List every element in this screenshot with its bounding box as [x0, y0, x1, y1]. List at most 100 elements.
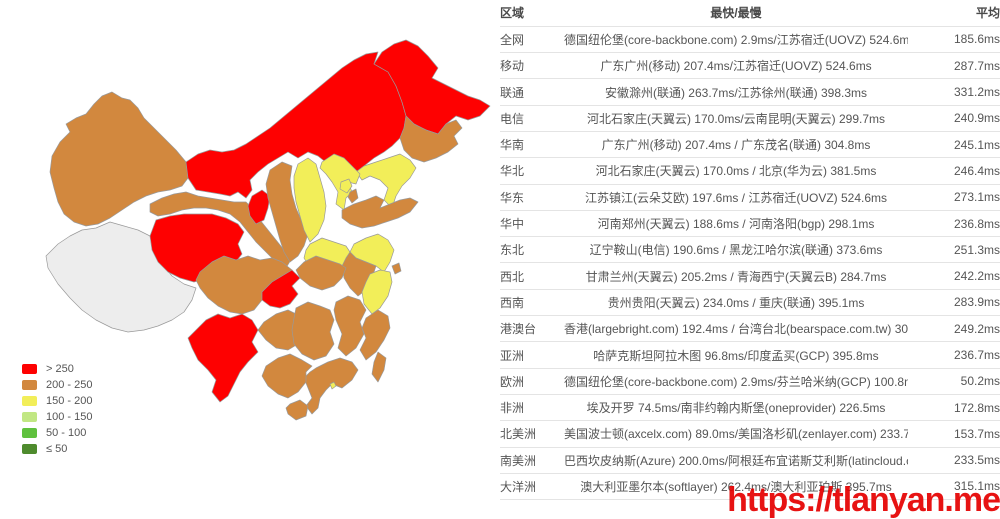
china-map-svg: [45, 39, 491, 421]
table-row: 大洋洲 澳大利亚墨尔本(softlayer) 262.4ms/澳大利亚珀斯 395…: [500, 473, 1000, 501]
legend-label: 200 - 250: [46, 378, 93, 391]
table-header-row: 区域 最快/最慢 平均: [500, 0, 1000, 27]
cell-average: 172.8ms: [908, 394, 1000, 422]
province-yunnan[interactable]: [187, 313, 259, 403]
cell-average: 185.6ms: [908, 26, 1000, 54]
cell-region: 非洲: [500, 394, 564, 422]
legend-swatch: [22, 380, 37, 390]
province-tianjin[interactable]: [347, 188, 359, 204]
province-hongkong[interactable]: [329, 381, 337, 390]
china-latency-map: > 250 200 - 250 150 - 200 100 - 150 50 - 100…: [22, 39, 491, 457]
header-region: 区域: [500, 0, 564, 27]
cell-fastest-slowest: 香港(largebright.com) 192.4ms / 台湾台北(bears…: [564, 315, 908, 343]
province-chongqing[interactable]: [261, 269, 301, 309]
cell-fastest-slowest: 澳大利亚墨尔本(softlayer) 262.4ms/澳大利亚珀斯 395.7m…: [564, 473, 908, 501]
table-row: 港澳台 香港(largebright.com) 192.4ms / 台湾台北(be…: [500, 315, 1000, 343]
province-jiangxi[interactable]: [333, 295, 367, 357]
province-shaanxi[interactable]: [265, 161, 309, 263]
cell-region: 移动: [500, 52, 564, 80]
table-row: 华东 江苏镇江(云朵艾欧) 197.6ms / 江苏宿迁(UOVZ) 524.6m…: [500, 184, 1000, 211]
table-row: 亚洲 哈萨克斯坦阿拉木图 96.8ms/印度孟买(GCP) 395.8ms 236.…: [500, 341, 1000, 369]
legend-swatch: [22, 428, 37, 438]
cell-region: 大洋洲: [500, 473, 564, 501]
province-zhejiang[interactable]: [361, 269, 393, 315]
cell-region: 电信: [500, 105, 564, 132]
map-legend: > 250 200 - 250 150 - 200 100 - 150 50 - 100…: [22, 361, 92, 457]
cell-fastest-slowest: 德国纽伦堡(core-backbone.com) 2.9ms/江苏宿迁(UOVZ…: [564, 26, 908, 54]
cell-region: 亚洲: [500, 341, 564, 369]
cell-average: 50.2ms: [908, 368, 1000, 395]
cell-average: 246.4ms: [908, 157, 1000, 185]
cell-fastest-slowest: 哈萨克斯坦阿拉木图 96.8ms/印度孟买(GCP) 395.8ms: [564, 341, 908, 369]
province-taiwan[interactable]: [371, 351, 387, 383]
table-row: 南美洲 巴西坎皮纳斯(Azure) 200.0ms/阿根廷布宜诺斯艾利斯(lati…: [500, 447, 1000, 474]
cell-region: 全网: [500, 26, 564, 54]
cell-average: 242.2ms: [908, 262, 1000, 290]
cell-average: 233.5ms: [908, 447, 1000, 474]
table-row: 东北 辽宁鞍山(电信) 190.6ms / 黑龙江哈尔滨(联通) 373.6ms 2…: [500, 236, 1000, 264]
cell-fastest-slowest: 河北石家庄(天翼云) 170.0ms / 北京(华为云) 381.5ms: [564, 157, 908, 185]
cell-region: 华南: [500, 131, 564, 159]
latency-table: 区域 最快/最慢 平均 全网 德国纽伦堡(core-backbone.com) 2…: [500, 0, 1000, 501]
cell-fastest-slowest: 德国纽伦堡(core-backbone.com) 2.9ms/芬兰哈米纳(GCP…: [564, 368, 908, 395]
legend-swatch: [22, 444, 37, 454]
table-row: 移动 广东广州(移动) 207.4ms/江苏宿迁(UOVZ) 524.6ms 287…: [500, 52, 1000, 80]
cell-region: 南美洲: [500, 447, 564, 474]
header-fastest-slowest: 最快/最慢: [564, 0, 908, 27]
table-row: 联通 安徽滁州(联通) 263.7ms/江苏徐州(联通) 398.3ms 331.2…: [500, 78, 1000, 106]
table-row: 欧洲 德国纽伦堡(core-backbone.com) 2.9ms/芬兰哈米纳(G…: [500, 368, 1000, 395]
legend-item-4: 50 - 100: [22, 425, 92, 441]
cell-average: 236.7ms: [908, 341, 1000, 369]
province-shandong[interactable]: [341, 195, 419, 229]
cell-fastest-slowest: 美国波士顿(axcelx.com) 89.0ms/美国洛杉矶(zenlayer.…: [564, 420, 908, 448]
province-xinjiang[interactable]: [49, 91, 189, 227]
province-fujian[interactable]: [359, 309, 391, 361]
province-shanghai[interactable]: [391, 262, 402, 275]
cell-fastest-slowest: 甘肃兰州(天翼云) 205.2ms / 青海西宁(天翼云B) 284.7ms: [564, 262, 908, 290]
province-ningxia[interactable]: [247, 189, 271, 225]
cell-average: 245.1ms: [908, 131, 1000, 159]
legend-label: > 250: [46, 362, 74, 375]
cell-region: 华中: [500, 210, 564, 238]
cell-fastest-slowest: 辽宁鞍山(电信) 190.6ms / 黑龙江哈尔滨(联通) 373.6ms: [564, 236, 908, 264]
province-hunan[interactable]: [291, 301, 335, 361]
cell-fastest-slowest: 巴西坎皮纳斯(Azure) 200.0ms/阿根廷布宜诺斯艾利斯(latincl…: [564, 447, 908, 474]
cell-fastest-slowest: 安徽滁州(联通) 263.7ms/江苏徐州(联通) 398.3ms: [564, 78, 908, 106]
cell-fastest-slowest: 广东广州(移动) 207.4ms / 广东茂名(联通) 304.8ms: [564, 131, 908, 159]
table-row: 西北 甘肃兰州(天翼云) 205.2ms / 青海西宁(天翼云B) 284.7ms…: [500, 262, 1000, 290]
table-row: 全网 德国纽伦堡(core-backbone.com) 2.9ms/江苏宿迁(UO…: [500, 26, 1000, 54]
table-row: 华南 广东广州(移动) 207.4ms / 广东茂名(联通) 304.8ms 245…: [500, 131, 1000, 159]
latency-table-panel: 区域 最快/最慢 平均 全网 德国纽伦堡(core-backbone.com) 2…: [500, 0, 1000, 519]
legend-swatch: [22, 396, 37, 406]
table-row: 非洲 埃及开罗 74.5ms/南非约翰内斯堡(oneprovider) 226.5…: [500, 394, 1000, 422]
legend-item-2: 150 - 200: [22, 393, 92, 409]
cell-fastest-slowest: 埃及开罗 74.5ms/南非约翰内斯堡(oneprovider) 226.5ms: [564, 394, 908, 422]
province-neimenggu[interactable]: [185, 51, 407, 199]
province-guangxi[interactable]: [261, 353, 313, 399]
cell-region: 东北: [500, 236, 564, 264]
cell-average: 251.3ms: [908, 236, 1000, 264]
table-row: 西南 贵州贵阳(天翼云) 234.0ms / 重庆(联通) 395.1ms 283.…: [500, 289, 1000, 317]
table-row: 华北 河北石家庄(天翼云) 170.0ms / 北京(华为云) 381.5ms 24…: [500, 157, 1000, 185]
legend-label: 100 - 150: [46, 410, 93, 423]
cell-fastest-slowest: 河北石家庄(天翼云) 170.0ms/云南昆明(天翼云) 299.7ms: [564, 105, 908, 132]
province-jilin[interactable]: [399, 115, 463, 163]
province-xizang[interactable]: [45, 221, 197, 333]
province-hubei[interactable]: [295, 255, 347, 291]
province-guangdong[interactable]: [303, 357, 359, 415]
cell-average: 249.2ms: [908, 315, 1000, 343]
province-shanxi[interactable]: [293, 157, 327, 243]
legend-item-3: 100 - 150: [22, 409, 92, 425]
cell-fastest-slowest: 贵州贵阳(天翼云) 234.0ms / 重庆(联通) 395.1ms: [564, 289, 908, 317]
cell-fastest-slowest: 广东广州(移动) 207.4ms/江苏宿迁(UOVZ) 524.6ms: [564, 52, 908, 80]
table-row: 北美洲 美国波士顿(axcelx.com) 89.0ms/美国洛杉矶(zenlay…: [500, 420, 1000, 448]
province-hainan[interactable]: [285, 399, 309, 421]
cell-region: 北美洲: [500, 420, 564, 448]
cell-fastest-slowest: 河南郑州(天翼云) 188.6ms / 河南洛阳(bgp) 298.1ms: [564, 210, 908, 238]
cell-region: 联通: [500, 78, 564, 106]
cell-region: 华东: [500, 184, 564, 211]
legend-label: 50 - 100: [46, 426, 87, 439]
province-beijing[interactable]: [339, 178, 353, 194]
table-row: 电信 河北石家庄(天翼云) 170.0ms/云南昆明(天翼云) 299.7ms 24…: [500, 105, 1000, 132]
